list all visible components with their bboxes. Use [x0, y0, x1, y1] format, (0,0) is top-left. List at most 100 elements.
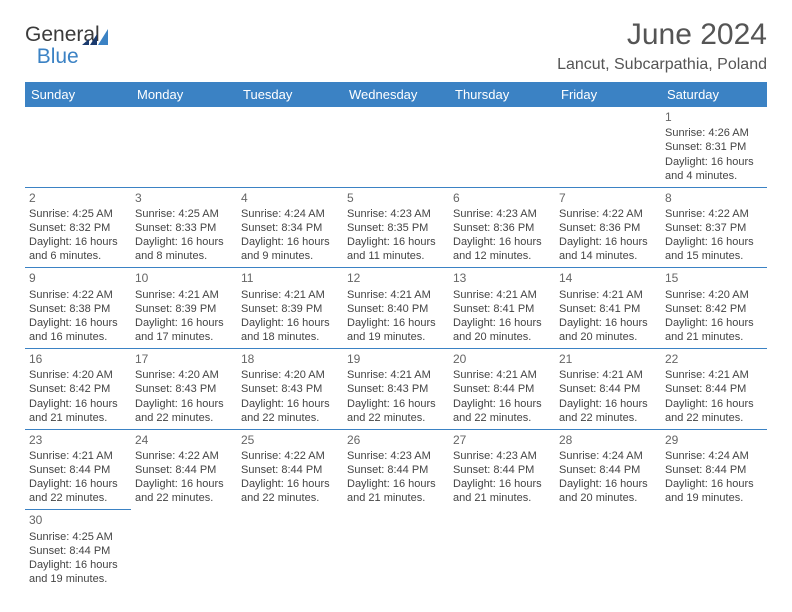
day-info: Sunrise: 4:22 AMSunset: 8:38 PMDaylight:… [29, 288, 127, 344]
day-number: 25 [241, 433, 339, 448]
logo: General GenBlue [25, 24, 132, 68]
calendar-day-empty [449, 107, 555, 187]
calendar-day-empty [237, 107, 343, 187]
day-number: 14 [559, 271, 657, 286]
calendar-day-empty [131, 107, 237, 187]
day-info: Sunrise: 4:25 AMSunset: 8:33 PMDaylight:… [135, 207, 233, 263]
day-info: Sunrise: 4:20 AMSunset: 8:42 PMDaylight:… [665, 288, 763, 344]
day-number: 4 [241, 191, 339, 206]
day-number: 10 [135, 271, 233, 286]
header: General GenBlue June 2024 Lancut, Subcar… [25, 18, 767, 74]
weekday-header: Friday [555, 82, 661, 107]
day-number: 18 [241, 352, 339, 367]
day-info: Sunrise: 4:21 AMSunset: 8:39 PMDaylight:… [135, 288, 233, 344]
day-number: 24 [135, 433, 233, 448]
weekday-header: Sunday [25, 82, 131, 107]
day-info: Sunrise: 4:22 AMSunset: 8:37 PMDaylight:… [665, 207, 763, 263]
day-number: 11 [241, 271, 339, 286]
day-info: Sunrise: 4:25 AMSunset: 8:44 PMDaylight:… [29, 530, 127, 586]
logo-text-2: Blue [37, 45, 79, 68]
weekday-header-row: SundayMondayTuesdayWednesdayThursdayFrid… [25, 82, 767, 107]
month-title: June 2024 [557, 18, 767, 52]
day-info: Sunrise: 4:23 AMSunset: 8:44 PMDaylight:… [347, 449, 445, 505]
calendar-day: 28Sunrise: 4:24 AMSunset: 8:44 PMDayligh… [555, 429, 661, 510]
calendar-day: 7Sunrise: 4:22 AMSunset: 8:36 PMDaylight… [555, 187, 661, 268]
calendar-day: 22Sunrise: 4:21 AMSunset: 8:44 PMDayligh… [661, 349, 767, 430]
calendar-day: 18Sunrise: 4:20 AMSunset: 8:43 PMDayligh… [237, 349, 343, 430]
day-info: Sunrise: 4:23 AMSunset: 8:35 PMDaylight:… [347, 207, 445, 263]
weekday-header: Wednesday [343, 82, 449, 107]
day-number: 8 [665, 191, 763, 206]
day-number: 30 [29, 513, 127, 528]
day-info: Sunrise: 4:23 AMSunset: 8:44 PMDaylight:… [453, 449, 551, 505]
calendar-row: 1Sunrise: 4:26 AMSunset: 8:31 PMDaylight… [25, 107, 767, 187]
day-info: Sunrise: 4:21 AMSunset: 8:41 PMDaylight:… [559, 288, 657, 344]
weekday-header: Thursday [449, 82, 555, 107]
day-number: 7 [559, 191, 657, 206]
day-number: 21 [559, 352, 657, 367]
day-number: 16 [29, 352, 127, 367]
day-info: Sunrise: 4:20 AMSunset: 8:43 PMDaylight:… [135, 368, 233, 424]
calendar-day: 5Sunrise: 4:23 AMSunset: 8:35 PMDaylight… [343, 187, 449, 268]
day-info: Sunrise: 4:21 AMSunset: 8:44 PMDaylight:… [453, 368, 551, 424]
calendar-day-empty [237, 510, 343, 590]
calendar-day-empty [131, 510, 237, 590]
day-number: 26 [347, 433, 445, 448]
calendar-day: 12Sunrise: 4:21 AMSunset: 8:40 PMDayligh… [343, 268, 449, 349]
day-info: Sunrise: 4:25 AMSunset: 8:32 PMDaylight:… [29, 207, 127, 263]
calendar-day-empty [555, 107, 661, 187]
day-number: 28 [559, 433, 657, 448]
calendar-day-empty [661, 510, 767, 590]
day-info: Sunrise: 4:21 AMSunset: 8:43 PMDaylight:… [347, 368, 445, 424]
title-block: June 2024 Lancut, Subcarpathia, Poland [557, 18, 767, 74]
calendar-day: 17Sunrise: 4:20 AMSunset: 8:43 PMDayligh… [131, 349, 237, 430]
day-info: Sunrise: 4:24 AMSunset: 8:44 PMDaylight:… [559, 449, 657, 505]
day-info: Sunrise: 4:21 AMSunset: 8:41 PMDaylight:… [453, 288, 551, 344]
weekday-header: Tuesday [237, 82, 343, 107]
day-number: 27 [453, 433, 551, 448]
day-info: Sunrise: 4:21 AMSunset: 8:44 PMDaylight:… [559, 368, 657, 424]
day-number: 15 [665, 271, 763, 286]
calendar-row: 9 Sunrise: 4:22 AMSunset: 8:38 PMDaylight… [25, 268, 767, 349]
calendar-day: 13 Sunrise: 4:21 AMSunset: 8:41 PMDayligh… [449, 268, 555, 349]
calendar-day: 8Sunrise: 4:22 AMSunset: 8:37 PMDaylight… [661, 187, 767, 268]
day-number: 12 [347, 271, 445, 286]
calendar-day-empty [449, 510, 555, 590]
weekday-header: Monday [131, 82, 237, 107]
day-number: 5 [347, 191, 445, 206]
calendar-day: 3Sunrise: 4:25 AMSunset: 8:33 PMDaylight… [131, 187, 237, 268]
calendar-day-empty [25, 107, 131, 187]
calendar-day: 6Sunrise: 4:23 AMSunset: 8:36 PMDaylight… [449, 187, 555, 268]
day-info: Sunrise: 4:21 AMSunset: 8:39 PMDaylight:… [241, 288, 339, 344]
day-info: Sunrise: 4:22 AMSunset: 8:44 PMDaylight:… [241, 449, 339, 505]
calendar-day: 20Sunrise: 4:21 AMSunset: 8:44 PMDayligh… [449, 349, 555, 430]
calendar-day: 27Sunrise: 4:23 AMSunset: 8:44 PMDayligh… [449, 429, 555, 510]
day-info: Sunrise: 4:24 AMSunset: 8:34 PMDaylight:… [241, 207, 339, 263]
calendar-day-empty [555, 510, 661, 590]
calendar-row: 2Sunrise: 4:25 AMSunset: 8:32 PMDaylight… [25, 187, 767, 268]
day-number: 20 [453, 352, 551, 367]
day-info: Sunrise: 4:22 AMSunset: 8:36 PMDaylight:… [559, 207, 657, 263]
day-info: Sunrise: 4:26 AMSunset: 8:31 PMDaylight:… [665, 126, 763, 182]
day-number: 9 [29, 271, 127, 286]
calendar-day: 15 Sunrise: 4:20 AMSunset: 8:42 PMDayligh… [661, 268, 767, 349]
calendar-table: SundayMondayTuesdayWednesdayThursdayFrid… [25, 82, 767, 590]
logo-chart-icon [82, 27, 110, 45]
calendar-day: 1Sunrise: 4:26 AMSunset: 8:31 PMDaylight… [661, 107, 767, 187]
day-number: 6 [453, 191, 551, 206]
calendar-day: 26Sunrise: 4:23 AMSunset: 8:44 PMDayligh… [343, 429, 449, 510]
day-number: 23 [29, 433, 127, 448]
calendar-day: 30 Sunrise: 4:25 AMSunset: 8:44 PMDayligh… [25, 510, 131, 590]
calendar-day: 9 Sunrise: 4:22 AMSunset: 8:38 PMDaylight… [25, 268, 131, 349]
day-number: 2 [29, 191, 127, 206]
day-number: 19 [347, 352, 445, 367]
calendar-day: 29Sunrise: 4:24 AMSunset: 8:44 PMDayligh… [661, 429, 767, 510]
calendar-day: 2Sunrise: 4:25 AMSunset: 8:32 PMDaylight… [25, 187, 131, 268]
day-number: 13 [453, 271, 551, 286]
calendar-day: 23Sunrise: 4:21 AMSunset: 8:44 PMDayligh… [25, 429, 131, 510]
day-number: 1 [665, 110, 763, 125]
day-number: 22 [665, 352, 763, 367]
day-info: Sunrise: 4:20 AMSunset: 8:43 PMDaylight:… [241, 368, 339, 424]
day-info: Sunrise: 4:21 AMSunset: 8:44 PMDaylight:… [29, 449, 127, 505]
day-info: Sunrise: 4:20 AMSunset: 8:42 PMDaylight:… [29, 368, 127, 424]
